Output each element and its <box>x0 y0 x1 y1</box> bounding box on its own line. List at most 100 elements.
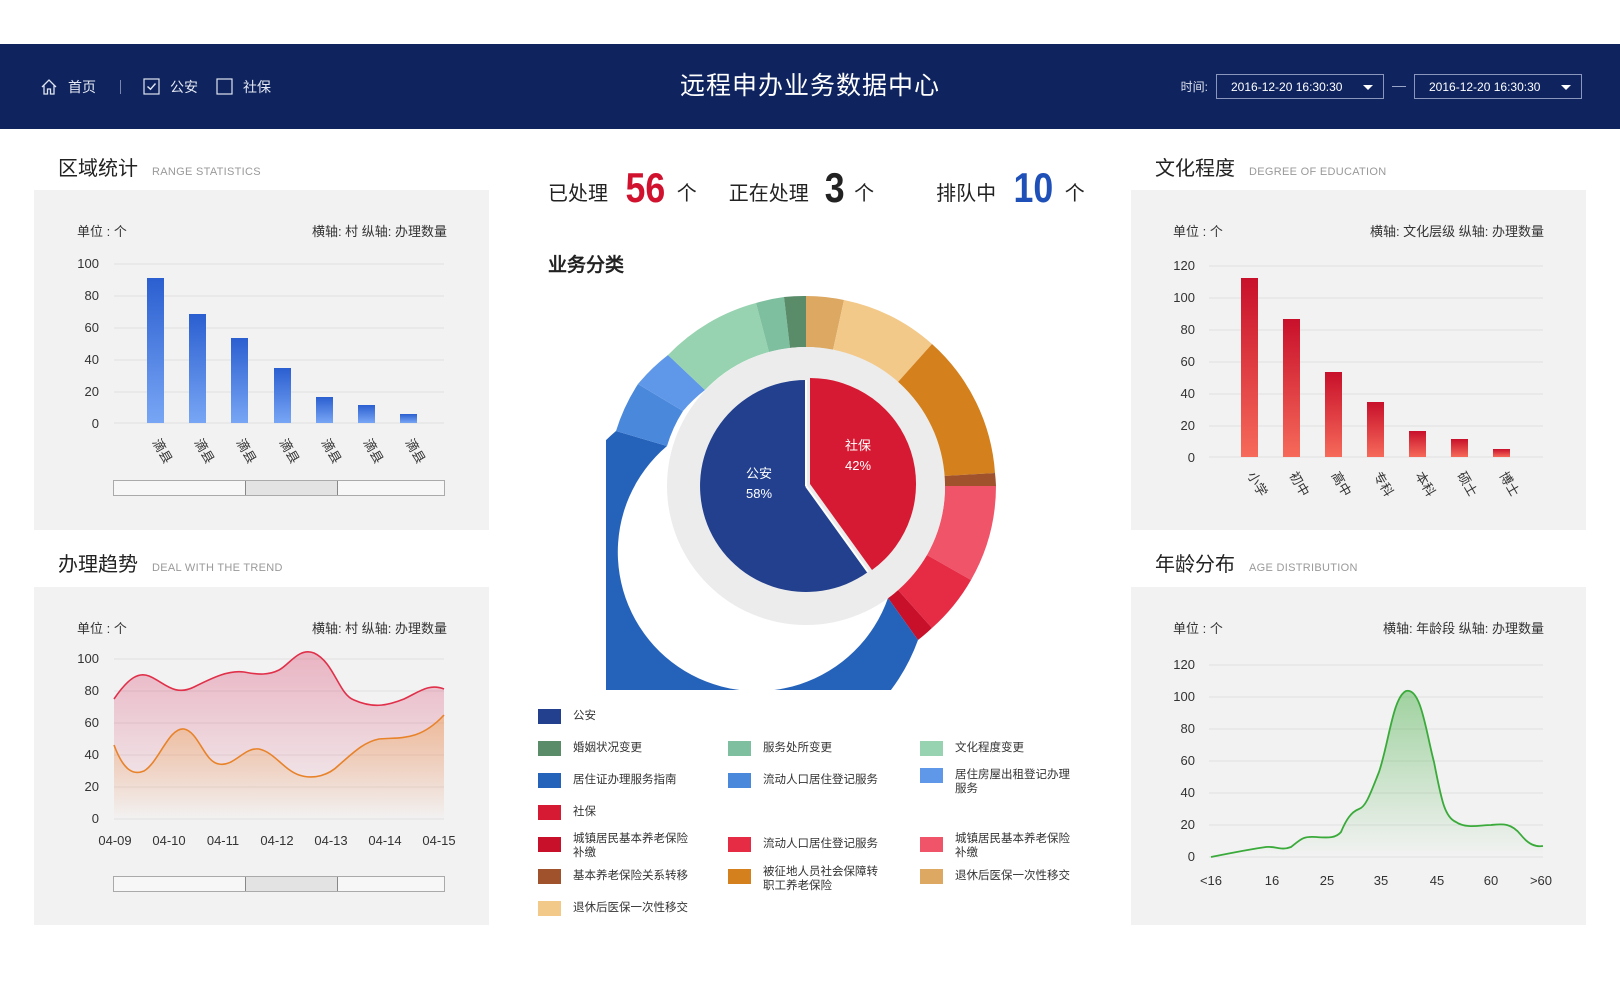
svg-text:04-11: 04-11 <box>207 833 239 848</box>
inner-label-shebao: 社保 <box>845 438 871 453</box>
svg-text:20: 20 <box>85 384 99 399</box>
home-link[interactable]: 首页 <box>40 77 96 97</box>
legend-item[interactable]: 文化程度变更 <box>920 741 1024 756</box>
trend-panel: 单位 : 个 横轴: 村 纵轴: 办理数量 100 80 60 40 20 0 04-09… <box>34 587 489 925</box>
legend-item[interactable]: 公安 <box>538 709 596 724</box>
chevron-down-icon <box>1561 85 1571 90</box>
svg-text:滴县: 滴县 <box>360 436 386 466</box>
svg-text:20: 20 <box>85 779 99 794</box>
svg-text:80: 80 <box>85 683 99 698</box>
inner-label-gongan: 公安 <box>746 466 772 481</box>
legend-swatch <box>538 869 561 884</box>
legend-label: 婚姻状况变更 <box>573 742 642 754</box>
legend-label: 退休后医保一次性移交 <box>955 870 1070 882</box>
svg-text:60: 60 <box>85 715 99 730</box>
svg-text:120: 120 <box>1173 657 1195 672</box>
svg-text:<16: <16 <box>1200 873 1222 888</box>
svg-text:20: 20 <box>1181 817 1195 832</box>
axes-label: 横轴: 年龄段 纵轴: 办理数量 <box>1382 621 1544 636</box>
legend-item[interactable]: 居住房屋出租登记办理服务 <box>920 768 1070 796</box>
svg-text:专科: 专科 <box>1370 469 1396 499</box>
legend-item[interactable]: 城镇居民基本养老保险补缴 <box>920 832 1080 860</box>
trend-zoom-slider[interactable] <box>113 876 445 892</box>
svg-text:35: 35 <box>1374 873 1388 888</box>
inner-pct-shebao: 42% <box>845 458 871 473</box>
svg-text:硕士: 硕士 <box>1454 469 1480 499</box>
svg-text:16: 16 <box>1265 873 1279 888</box>
slider-window-handle[interactable] <box>245 877 338 891</box>
legend-swatch <box>538 773 561 788</box>
legend-item[interactable]: 居住证办理服务指南 <box>538 773 677 788</box>
legend-swatch <box>538 709 561 724</box>
legend-swatch <box>728 837 751 852</box>
filter-shebao-checkbox[interactable]: 社保 <box>216 77 271 97</box>
end-time-value: 2016-12-20 16:30:30 <box>1429 79 1541 94</box>
legend-item[interactable]: 流动人口居住登记服务 <box>728 773 878 788</box>
stat-value: 10 <box>1013 164 1054 211</box>
legend-swatch <box>920 869 943 884</box>
end-time-dropdown[interactable]: 2016-12-20 16:30:30 <box>1414 74 1582 99</box>
legend-label: 城镇居民基本养老保险补缴 <box>573 833 688 859</box>
range-zoom-slider[interactable] <box>113 480 445 496</box>
legend-item[interactable]: 基本养老保险关系转移 <box>538 869 688 884</box>
svg-text:60: 60 <box>85 320 99 335</box>
svg-text:40: 40 <box>85 747 99 762</box>
section-title: 文化程度 <box>1155 158 1235 180</box>
svg-text:80: 80 <box>1181 721 1195 736</box>
legend-item[interactable]: 城镇居民基本养老保险补缴 <box>538 832 698 860</box>
legend-item[interactable]: 流动人口居住登记服务 <box>728 837 878 852</box>
legend-item[interactable]: 退休后医保一次性移交 <box>538 901 688 916</box>
education-panel: 单位 : 个 横轴: 文化层级 纵轴: 办理数量 120 100 80 60 40 20 0… <box>1131 190 1586 530</box>
svg-text:60: 60 <box>1484 873 1498 888</box>
trend-area-chart: 100 80 60 40 20 0 04-09 04-10 04-11 04-12 04-13 04… <box>77 651 455 848</box>
education-heading: 文化程度 DEGREE OF EDUCATION <box>1155 152 1387 181</box>
legend-swatch <box>538 805 561 820</box>
inner-pct-gongan: 58% <box>746 486 772 501</box>
legend-item[interactable]: 婚姻状况变更 <box>538 741 642 756</box>
svg-text:04-10: 04-10 <box>152 833 185 848</box>
stat-label: 已处理 <box>548 183 608 205</box>
checkbox-unchecked-icon <box>216 78 233 95</box>
legend-item[interactable]: 被征地人员社会保障转职工养老保险 <box>728 865 878 893</box>
filter-gongan-checkbox[interactable]: 公安 <box>143 77 198 97</box>
filter-gongan-label: 公安 <box>170 78 198 95</box>
legend-item[interactable]: 退休后医保一次性移交 <box>920 869 1070 884</box>
svg-text:小学: 小学 <box>1244 469 1270 499</box>
stat-value: 56 <box>625 164 666 211</box>
section-title: 区域统计 <box>58 158 138 180</box>
legend-swatch <box>920 768 943 783</box>
svg-text:滴县: 滴县 <box>318 436 344 466</box>
section-title: 年龄分布 <box>1155 554 1235 576</box>
svg-text:04-14: 04-14 <box>368 833 401 848</box>
stat-unit: 个 <box>676 183 697 205</box>
stat-label: 排队中 <box>936 183 997 205</box>
chevron-down-icon <box>1363 85 1373 90</box>
svg-text:100: 100 <box>1173 290 1195 305</box>
range-dash <box>1392 86 1406 87</box>
legend-label: 服务处所变更 <box>763 742 832 754</box>
section-subtitle: DEGREE OF EDUCATION <box>1249 166 1387 178</box>
legend-swatch <box>538 837 561 852</box>
checkbox-checked-icon <box>143 78 160 95</box>
svg-text:0: 0 <box>1188 849 1195 864</box>
legend-swatch <box>538 741 561 756</box>
legend-item[interactable]: 服务处所变更 <box>728 741 832 756</box>
svg-text:滴县: 滴县 <box>276 436 302 466</box>
time-label: 时间: <box>1180 80 1208 94</box>
nav-divider <box>120 79 121 94</box>
filter-shebao-label: 社保 <box>243 78 271 95</box>
stat-processed: 已处理 56 个 <box>548 164 697 211</box>
unit-label: 单位 : 个 <box>1173 224 1223 239</box>
start-time-dropdown[interactable]: 2016-12-20 16:30:30 <box>1216 74 1384 99</box>
svg-text:80: 80 <box>1181 322 1195 337</box>
svg-text:滴县: 滴县 <box>191 436 217 466</box>
legend-item[interactable]: 社保 <box>538 805 596 820</box>
range-bar-chart: 100 80 60 40 20 0 滴县 滴县 滴县 滴县 滴县 滴县 滴县 <box>77 256 444 466</box>
section-title: 办理趋势 <box>58 554 138 576</box>
slider-window-handle[interactable] <box>245 481 338 495</box>
stat-value: 3 <box>824 164 845 211</box>
trend-heading: 办理趋势 DEAL WITH THE TREND <box>58 548 283 577</box>
stat-label: 正在处理 <box>728 183 809 205</box>
svg-text:25: 25 <box>1320 873 1334 888</box>
legend-label: 被征地人员社会保障转职工养老保险 <box>763 866 878 892</box>
